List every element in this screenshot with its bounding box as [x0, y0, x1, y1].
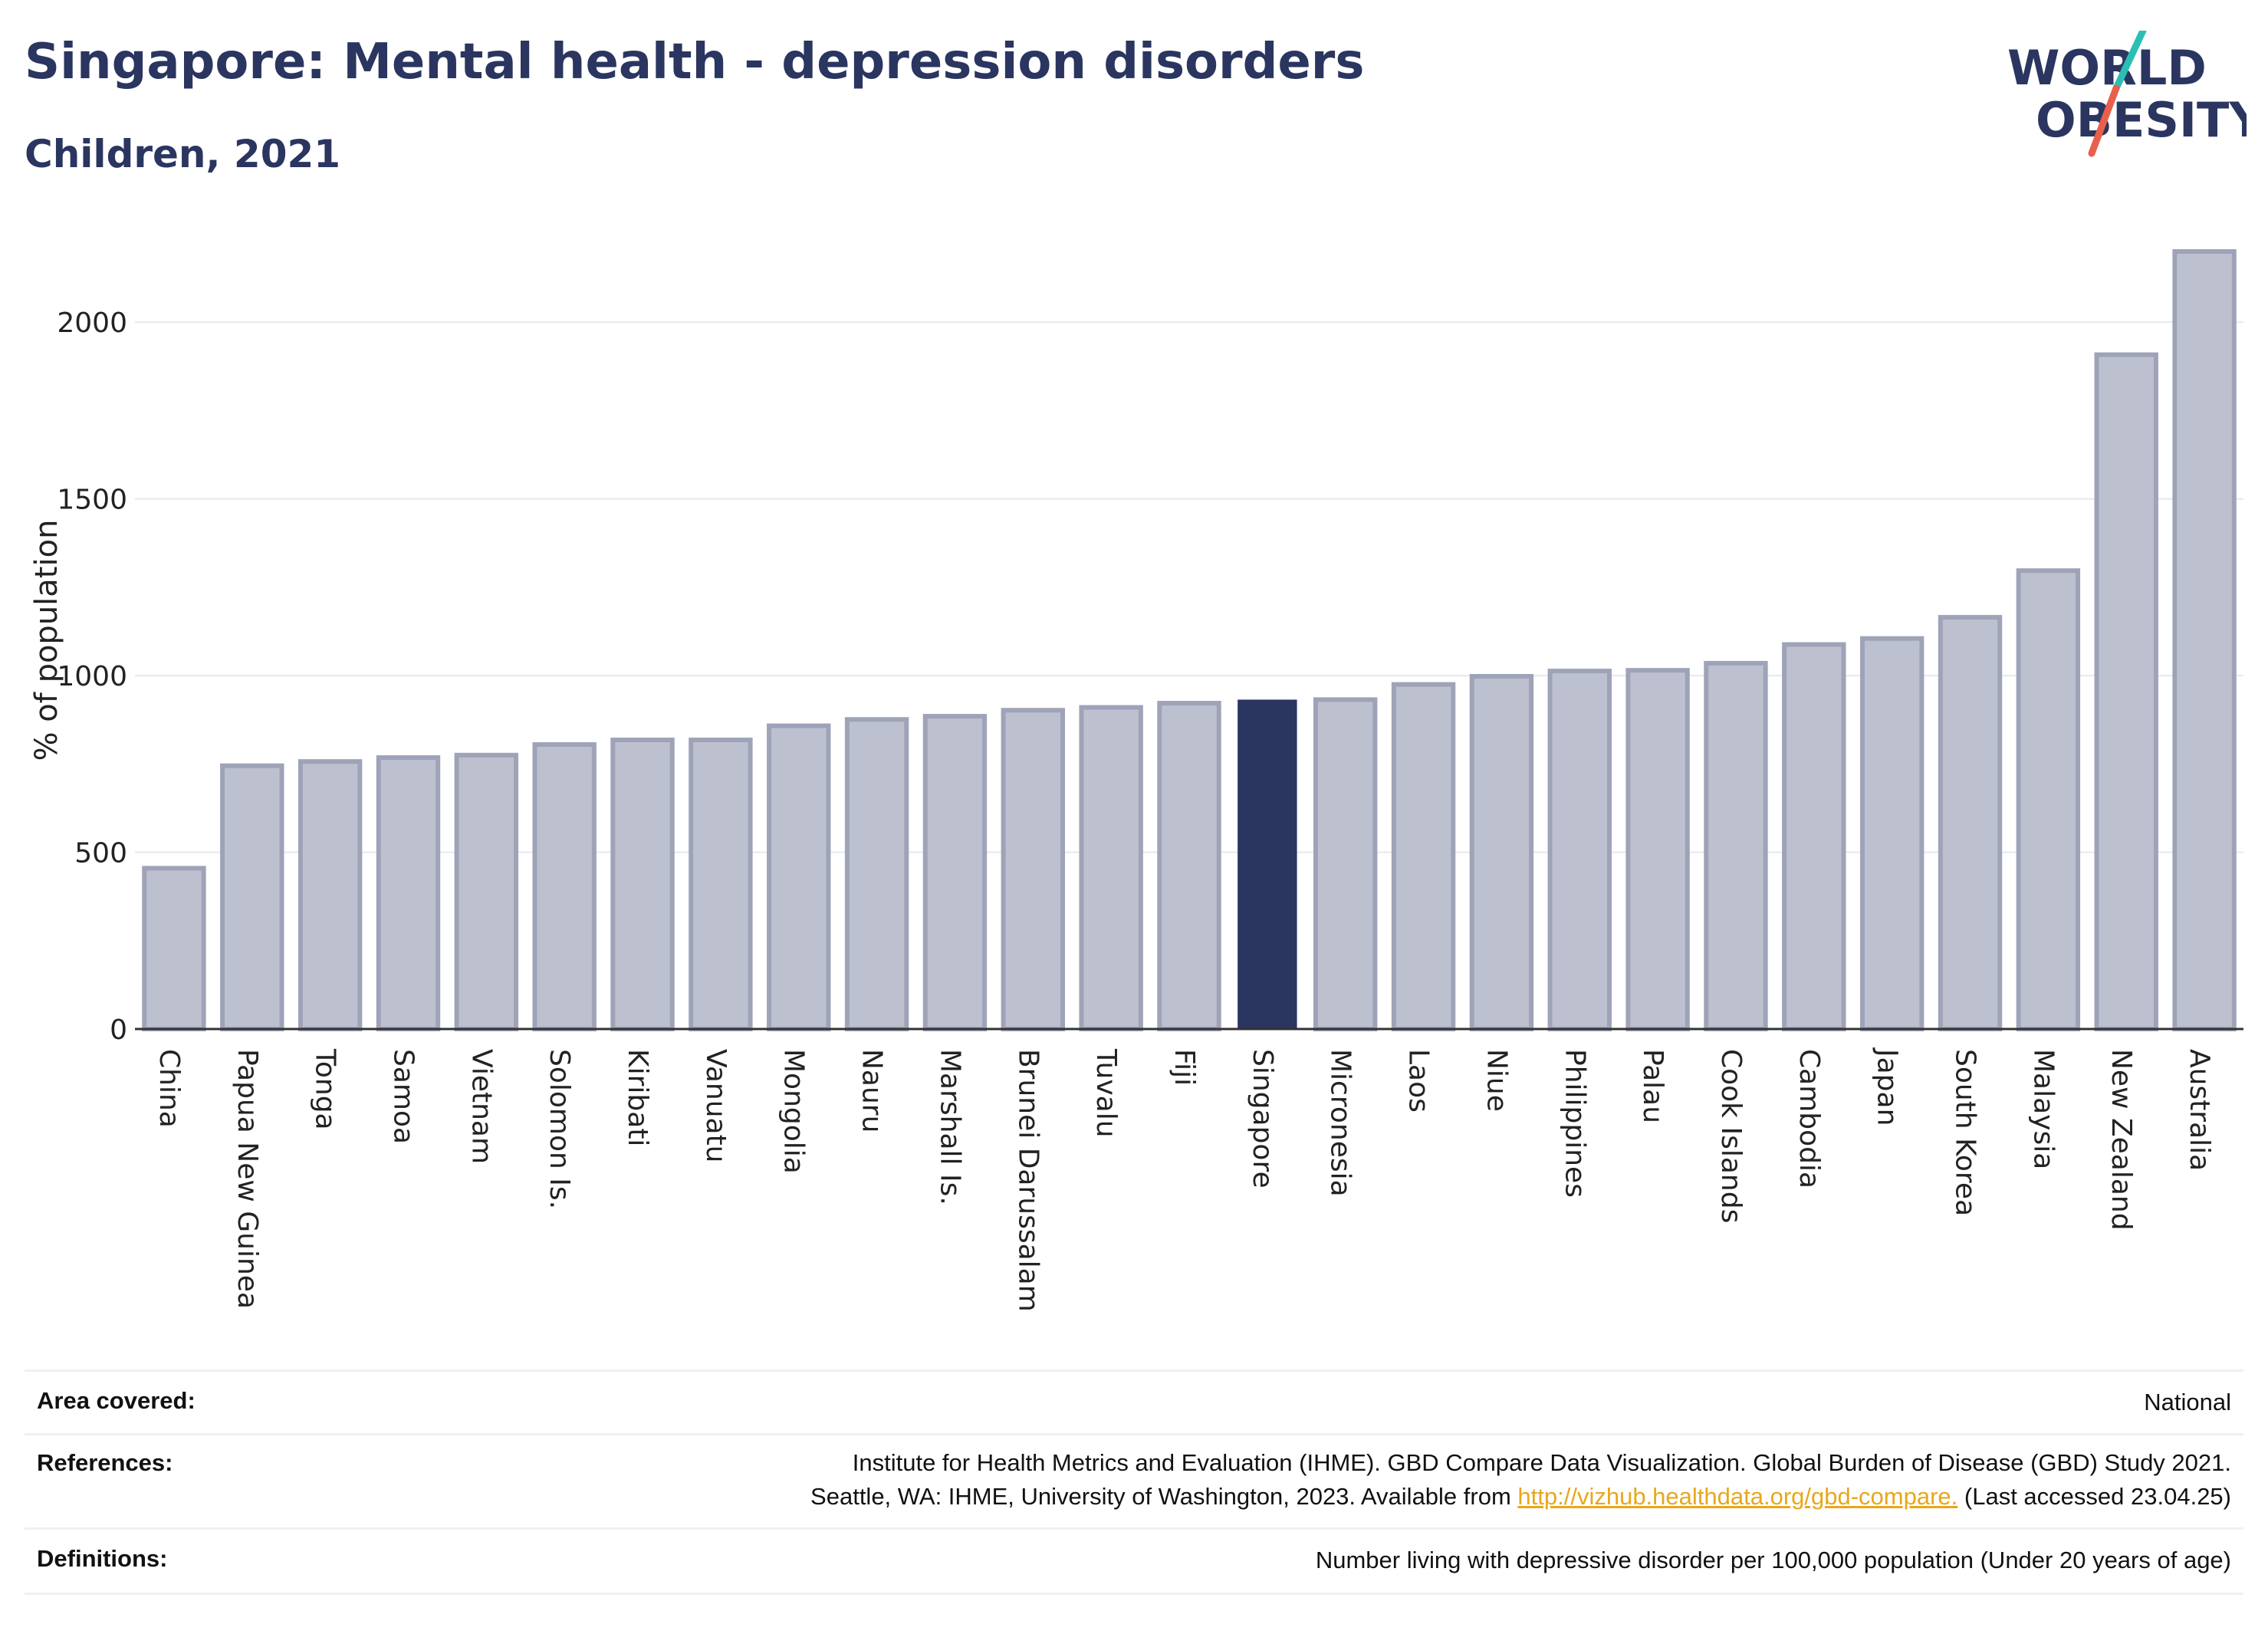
definitions-label: Definitions: [37, 1545, 168, 1572]
x-tick-label: Laos [1403, 1049, 1435, 1113]
references-line-2-suffix: (Last accessed 23.04.25) [1957, 1483, 2231, 1510]
bar [1625, 668, 1690, 1031]
bar [454, 752, 519, 1032]
bar [1859, 636, 1925, 1031]
chart-subtitle: Children, 2021 [25, 132, 341, 176]
bars [142, 249, 2237, 1032]
bar-chart: 0 500 1000 1500 2000 % of population China Papu… [29, 249, 2243, 1312]
x-tick-label: Tonga [310, 1048, 341, 1130]
bar [1391, 682, 1456, 1031]
logo-line-2: OBESITY [2036, 92, 2247, 148]
info-footer: Area covered: National References: Insti… [25, 1369, 2243, 1595]
x-tick-label: New Zealand [2105, 1049, 2137, 1231]
bar [532, 741, 597, 1032]
x-tick-label: China [153, 1049, 185, 1128]
x-tick-label: Cook Islands [1715, 1049, 1747, 1223]
x-tick-label: Solomon Is. [544, 1049, 575, 1209]
bar [844, 717, 909, 1032]
x-tick-label: Niue [1481, 1049, 1512, 1112]
x-tick-label: Malaysia [2027, 1049, 2059, 1169]
logo-slash-bottom [2088, 84, 2120, 157]
x-tick-label: Cambodia [1793, 1049, 1825, 1189]
x-tick-label: Singapore [1247, 1049, 1278, 1189]
bar [142, 866, 206, 1032]
x-tick-label: Tuvalu [1090, 1048, 1122, 1138]
bar [1547, 669, 1612, 1032]
references-line-2-prefix: Seattle, WA: IHME, University of Washing… [810, 1483, 1518, 1510]
x-tick-label: Papua New Guinea [232, 1049, 263, 1309]
bar [1782, 642, 1846, 1031]
bar [1313, 697, 1378, 1031]
definitions-value: Number living with depressive disorder p… [1315, 1547, 2231, 1573]
bar [922, 714, 988, 1031]
bar [1001, 708, 1066, 1031]
bar [1938, 615, 2003, 1031]
x-tick-label: South Korea [1950, 1049, 1981, 1216]
bar [220, 763, 284, 1031]
bar [767, 723, 831, 1031]
world-obesity-logo: WORLD OBESITY [2007, 31, 2247, 157]
y-tick-label: 1500 [57, 485, 127, 516]
bar [1704, 660, 1768, 1032]
tick-labels: 0 500 1000 1500 2000 % of population China Papu… [29, 307, 2215, 1312]
logo-slash-top [2112, 31, 2147, 92]
x-tick-label: Nauru [856, 1049, 888, 1133]
bar [2172, 249, 2237, 1031]
definitions-row: Definitions: Number living with depressi… [25, 1530, 2243, 1595]
bar [2016, 568, 2081, 1031]
x-tick-label: Mongolia [778, 1049, 810, 1174]
bar [1079, 705, 1143, 1032]
x-tick-label: Japan [1872, 1047, 1903, 1126]
references-line-2: Seattle, WA: IHME, University of Washing… [25, 1480, 2243, 1514]
x-tick-label: Fiji [1169, 1049, 1200, 1086]
bar [2094, 352, 2158, 1031]
bar [376, 755, 441, 1031]
y-axis-label: % of population [29, 520, 64, 761]
references-line-1: Institute for Health Metrics and Evaluat… [852, 1449, 2231, 1476]
logo-line-1: WORLD [2007, 40, 2207, 96]
x-tick-label: Vietnam [465, 1049, 497, 1164]
x-tick-label: Marshall Is. [934, 1049, 965, 1205]
bar [689, 737, 753, 1032]
bar [610, 737, 675, 1032]
x-tick-label: Australia [2184, 1049, 2215, 1171]
bar [1469, 674, 1534, 1032]
y-tick-label: 0 [110, 1014, 127, 1046]
x-tick-label: Palau [1637, 1049, 1668, 1123]
area-covered-row: Area covered: National [25, 1369, 2243, 1435]
x-tick-label: Vanuatu [700, 1049, 731, 1163]
x-tick-label: Kiribati [622, 1049, 653, 1146]
area-covered-label: Area covered: [37, 1387, 196, 1414]
y-tick-label: 500 [74, 838, 127, 870]
chart-title: Singapore: Mental health - depression di… [25, 34, 1365, 90]
bar-highlight [1238, 699, 1297, 1029]
x-tick-label: Samoa [387, 1049, 419, 1144]
x-tick-label: Micronesia [1325, 1049, 1356, 1197]
area-covered-value: National [2144, 1389, 2231, 1415]
bar [297, 759, 363, 1031]
y-tick-label: 2000 [57, 307, 127, 339]
references-link[interactable]: http://vizhub.healthdata.org/gbd-compare… [1517, 1483, 1958, 1510]
x-tick-label: Philippines [1559, 1049, 1590, 1198]
y-tick-label: 1000 [57, 661, 127, 692]
references-row: References: Institute for Health Metrics… [25, 1435, 2243, 1530]
x-tick-label: Brunei Darussalam [1012, 1049, 1044, 1312]
bar [1157, 701, 1221, 1031]
references-label: References: [37, 1449, 173, 1476]
